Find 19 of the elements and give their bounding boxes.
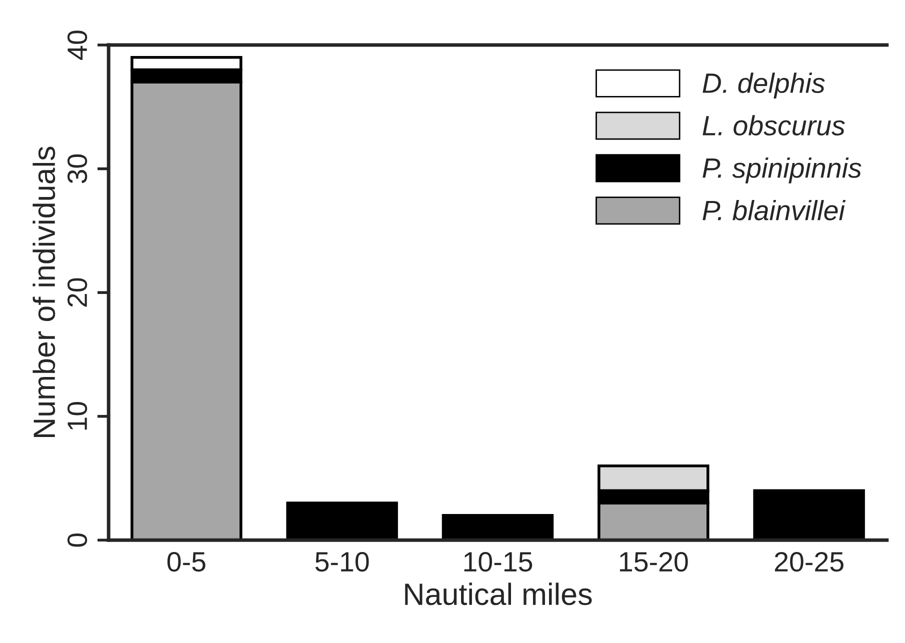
x-axis-title: Nautical miles <box>405 582 592 606</box>
bar <box>442 514 554 540</box>
legend-label: D. delphis <box>702 72 825 99</box>
bar <box>286 502 398 540</box>
legend-label: P. spinipinnis <box>702 158 862 184</box>
y-axis-title: Number of individuals <box>32 146 56 437</box>
x-tick-label: 5-10 <box>315 552 369 572</box>
y-tick-label: 10 <box>67 402 88 430</box>
bar <box>753 489 865 540</box>
x-tick-label: 10-15 <box>464 552 532 572</box>
y-tick-label: 30 <box>67 154 88 184</box>
y-tick-label: 0 <box>67 533 88 547</box>
y-tick-label: 20 <box>67 278 88 307</box>
legend-label: P. blainvillei <box>702 200 846 220</box>
x-tick-label: 20-25 <box>774 552 844 572</box>
legend-label: L. obscurus <box>702 115 845 136</box>
x-tick-label: 15-20 <box>620 552 688 572</box>
y-tick-label: 40 <box>67 30 88 60</box>
x-tick-label: 0-5 <box>167 552 206 572</box>
